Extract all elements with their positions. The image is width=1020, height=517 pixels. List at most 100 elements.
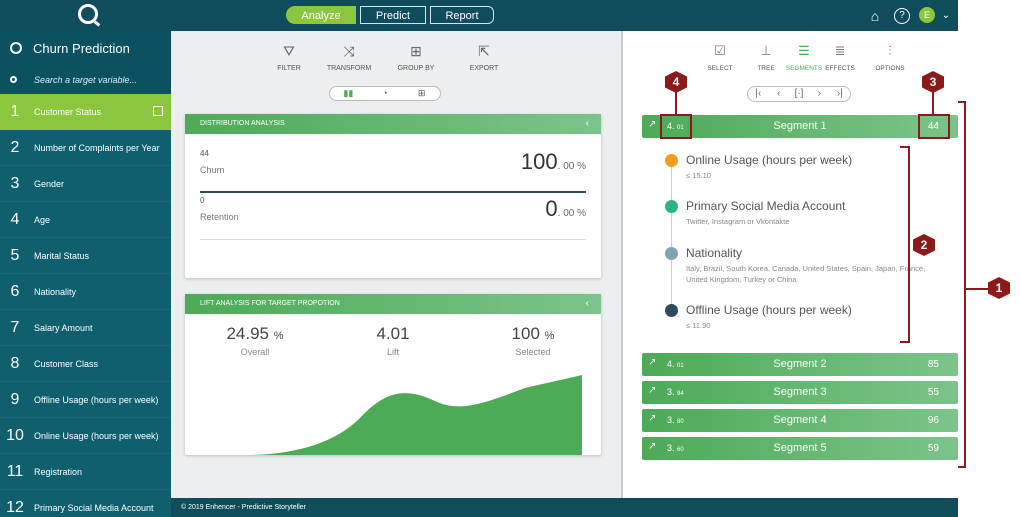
- segments-button[interactable]: ☰ SEGMENTS: [779, 43, 829, 72]
- segment-name: Segment 1: [773, 120, 827, 132]
- sidebar-item-number: 7: [10, 318, 20, 336]
- condition-item[interactable]: Online Usage (hours per week) ≤ 15.10: [686, 153, 926, 181]
- annotation-marker-3: 3: [922, 71, 944, 93]
- effects-button[interactable]: ≣ EFFECTS: [815, 43, 865, 72]
- condition-dot: [665, 200, 678, 213]
- search-icon: [10, 76, 17, 83]
- sidebar-item[interactable]: 4 Age: [0, 202, 171, 238]
- sidebar-item-number: 2: [10, 138, 20, 156]
- first-page-icon[interactable]: |‹: [755, 88, 762, 99]
- chevron-left-icon[interactable]: ‹: [585, 118, 589, 129]
- table-icon[interactable]: ⊞: [417, 88, 426, 98]
- segment-count: 85: [927, 359, 939, 370]
- variable-list: 1 Customer Status 2 Number of Complaints pe…: [0, 94, 171, 517]
- overall-label: Overall: [240, 347, 270, 357]
- annotation-marker-2: 2: [913, 234, 935, 256]
- segment-row[interactable]: ↗ 3. 94 Segment 3 55: [642, 381, 958, 404]
- segment-row[interactable]: ↗ 4. 01 Segment 1 44: [642, 115, 958, 138]
- churn-percent-dec: . 00 %: [557, 161, 586, 172]
- selected-label: Selected: [515, 347, 551, 357]
- segment-lift-dec: 01: [677, 363, 684, 369]
- segment-row[interactable]: ↗ 3. 80 Segment 4 96: [642, 409, 958, 432]
- condition-item[interactable]: Nationality Italy, Brazil, South Korea, …: [686, 246, 926, 285]
- lift-card: LIFT ANALYSIS FOR TARGET PROPOTION ‹ 24.9…: [185, 294, 601, 455]
- segment-row[interactable]: ↗ 3. 60 Segment 5 59: [642, 437, 958, 460]
- selected-unit: %: [544, 330, 555, 342]
- page-indicator-icon: [·]: [794, 88, 804, 99]
- sidebar-item-label: Customer Status: [34, 106, 102, 117]
- select-button[interactable]: ☑ SELECT: [695, 43, 745, 72]
- tree-button[interactable]: ⊥ TREE: [741, 43, 791, 72]
- shuffle-icon: ⤨: [343, 43, 355, 59]
- trend-up-icon: ↗: [648, 385, 657, 396]
- retention-percent-int: 0: [545, 196, 558, 221]
- filter-icon: ⛛: [283, 43, 295, 59]
- app-logo[interactable]: [78, 4, 98, 24]
- sidebar-item[interactable]: 7 Salary Amount: [0, 310, 171, 346]
- sidebar-item[interactable]: 10 Online Usage (hours per week): [0, 418, 171, 454]
- group-by-button[interactable]: ⊞ GROUP BY: [386, 43, 446, 72]
- segment-count: 44: [927, 121, 939, 132]
- step-report[interactable]: Report: [430, 6, 494, 24]
- export-label: EXPORT: [469, 65, 499, 72]
- top-bar: Analyze Predict Report ⌂ ? E ⌄: [0, 0, 958, 31]
- options-label: OPTIONS: [875, 65, 905, 72]
- sidebar-item[interactable]: 5 Marital Status: [0, 238, 171, 274]
- chevron-left-icon[interactable]: ‹: [585, 298, 589, 309]
- bar-chart-icon[interactable]: ▮▮: [343, 88, 354, 98]
- prev-page-icon[interactable]: ‹: [776, 88, 781, 99]
- sidebar-item[interactable]: 9 Offline Usage (hours per week): [0, 382, 171, 418]
- chevron-down-icon[interactable]: ⌄: [941, 10, 951, 21]
- segment-lift-int: 3.: [667, 415, 675, 425]
- save-icon[interactable]: [153, 106, 163, 116]
- segment-count: 96: [927, 415, 939, 426]
- step-predict[interactable]: Predict: [360, 6, 426, 24]
- segment-lift: 4. 01: [667, 121, 684, 131]
- trend-up-icon: ↗: [648, 413, 657, 424]
- sidebar-item[interactable]: 3 Gender: [0, 166, 171, 202]
- sidebar-item[interactable]: 6 Nationality: [0, 274, 171, 310]
- sidebar-item[interactable]: 2 Number of Complaints per Year: [0, 130, 171, 166]
- churn-count: 44: [200, 149, 209, 158]
- sidebar-item[interactable]: 11 Registration: [0, 454, 171, 490]
- search-input[interactable]: Search a target variable...: [0, 65, 171, 94]
- annotation-box-4: [660, 114, 692, 139]
- last-page-icon[interactable]: ›|: [836, 88, 843, 99]
- lift-header[interactable]: LIFT ANALYSIS FOR TARGET PROPOTION ‹: [185, 294, 601, 314]
- lift-label: Lift: [386, 347, 399, 357]
- segments-label: SEGMENTS: [785, 65, 823, 72]
- lift-stat: 4.01 Lift: [333, 324, 453, 357]
- distribution-title: DISTRIBUTION ANALYSIS: [200, 120, 285, 127]
- sidebar-item-label: Salary Amount: [34, 322, 93, 333]
- churn-label: Churn: [200, 165, 225, 175]
- export-button[interactable]: ⇱ EXPORT: [454, 43, 514, 72]
- distribution-header[interactable]: DISTRIBUTION ANALYSIS ‹: [185, 114, 601, 134]
- annotation-line-4: [675, 92, 677, 114]
- condition-item[interactable]: Primary Social Media Account Twitter, In…: [686, 199, 926, 227]
- overall-unit: %: [273, 330, 284, 342]
- sidebar-item[interactable]: 8 Customer Class: [0, 346, 171, 382]
- sidebar: Churn Prediction Search a target variabl…: [0, 31, 171, 517]
- step-analyze[interactable]: Analyze: [286, 6, 356, 24]
- segment-count: 59: [927, 443, 939, 454]
- home-icon[interactable]: ⌂: [870, 8, 880, 24]
- pie-chart-icon[interactable]: ◔: [382, 88, 388, 98]
- group-icon: ⊞: [410, 43, 422, 59]
- overall-value: 24.95: [226, 324, 270, 343]
- segment-row[interactable]: ↗ 4. 01 Segment 2 85: [642, 353, 958, 376]
- condition-item[interactable]: Offline Usage (hours per week) ≤ 11.90: [686, 303, 926, 331]
- transform-button[interactable]: ⤨ TRANSFORM: [319, 43, 379, 72]
- sidebar-item[interactable]: 12 Primary Social Media Account: [0, 490, 171, 517]
- filter-button[interactable]: ⛛ FILTER: [259, 43, 319, 72]
- churn-row: 44 Churn 100. 00 %: [200, 149, 586, 193]
- sidebar-item-number: 10: [6, 426, 24, 444]
- options-button[interactable]: ⫶ OPTIONS: [865, 43, 915, 72]
- user-avatar[interactable]: E: [919, 7, 935, 23]
- project-title: Churn Prediction: [33, 40, 130, 56]
- effects-label: EFFECTS: [825, 65, 855, 72]
- help-icon[interactable]: ?: [894, 8, 910, 24]
- sidebar-item[interactable]: 1 Customer Status: [0, 94, 171, 130]
- gear-icon[interactable]: [10, 42, 22, 54]
- condition-dot: [665, 154, 678, 167]
- next-page-icon[interactable]: ›: [817, 88, 822, 99]
